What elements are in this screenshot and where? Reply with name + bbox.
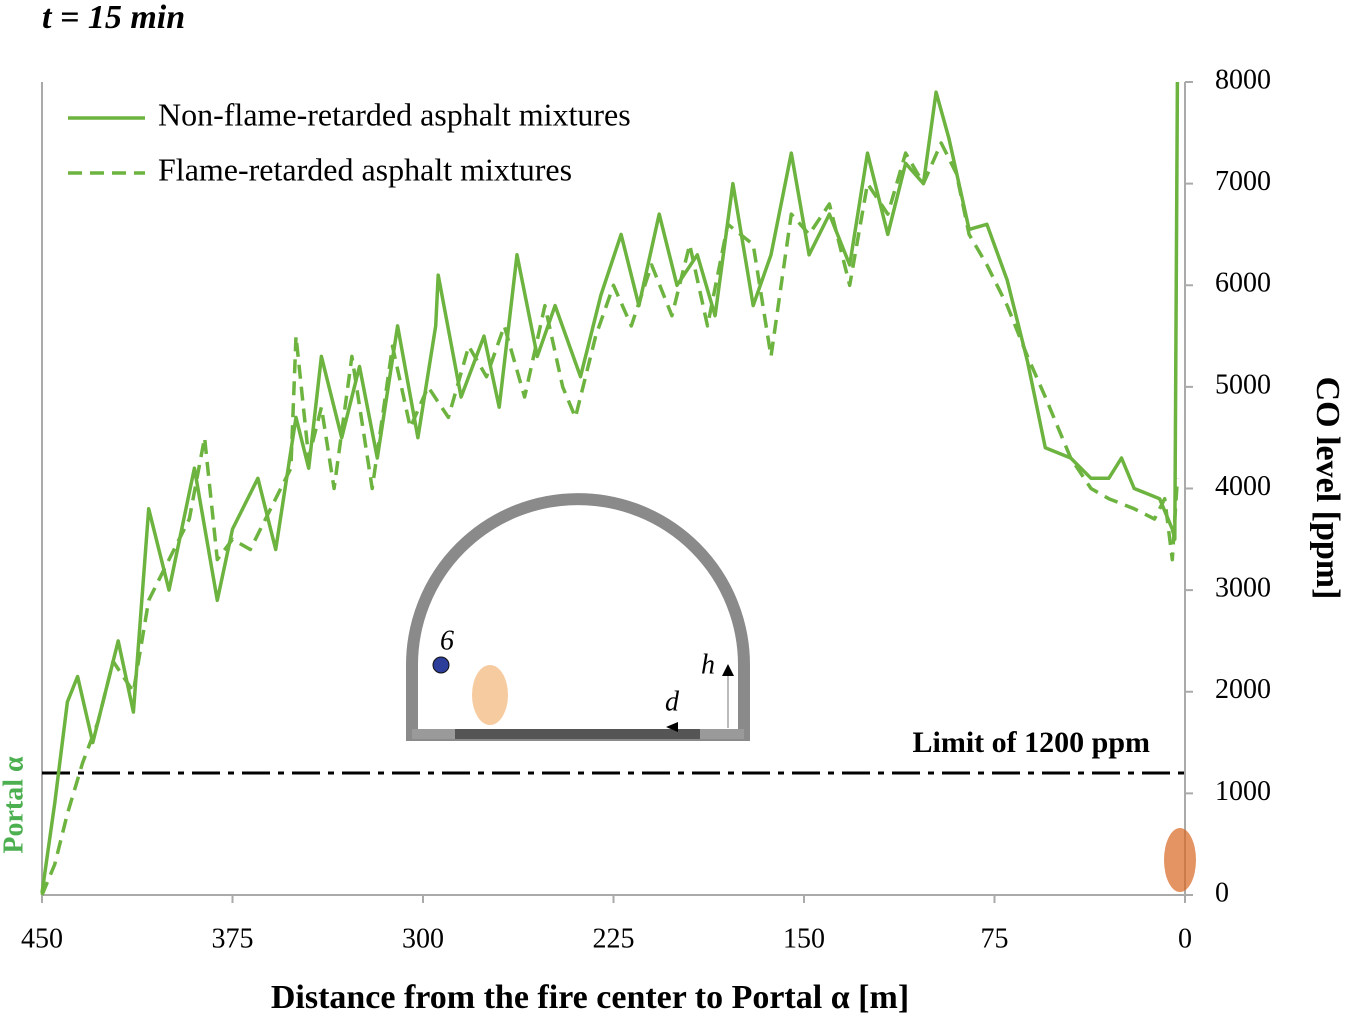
inset-label: h (701, 649, 715, 680)
y-tick-label: 1000 (1215, 776, 1271, 807)
y-tick-label: 8000 (1215, 64, 1271, 95)
tunnel-inset: 6 h d (406, 493, 750, 741)
x-tick-label: 375 (212, 923, 254, 954)
y-axis-label: CO level [ppm] (1309, 377, 1346, 600)
y-tick-label: 6000 (1215, 268, 1271, 299)
y-tick-label: 7000 (1215, 166, 1271, 197)
legend-label: Non-flame-retarded asphalt mixtures (158, 96, 631, 132)
h-arrowhead (722, 664, 734, 676)
x-axis-label: Distance from the fire center to Portal … (271, 979, 909, 1016)
series-line (40, 81, 1180, 894)
x-tick-label: 75 (981, 923, 1009, 954)
series-line (40, 141, 1180, 896)
tunnel-outline (406, 493, 750, 741)
sensor (432, 656, 450, 674)
limit-label: Limit of 1200 ppm (912, 726, 1150, 759)
inset-label: 6 (440, 625, 454, 656)
y-tick-label: 2000 (1215, 674, 1271, 705)
x-tick-label: 300 (402, 923, 444, 954)
x-tick-label: 150 (783, 923, 825, 954)
x-tick-label: 225 (593, 923, 635, 954)
x-tick-label: 450 (21, 923, 63, 954)
y-tick-label: 0 (1215, 877, 1229, 908)
fire (1164, 828, 1196, 892)
fire (472, 665, 508, 725)
inset-label: d (665, 686, 680, 717)
portal-label: Portal α (0, 756, 29, 854)
y-tick-label: 5000 (1215, 369, 1271, 400)
legend-label: Flame-retarded asphalt mixtures (158, 151, 572, 187)
road (455, 729, 700, 739)
chart-title: t = 15 min (42, 0, 185, 36)
y-tick-label: 3000 (1215, 573, 1271, 604)
x-tick-label: 0 (1178, 923, 1192, 954)
d-arrowhead (666, 722, 678, 732)
y-tick-label: 4000 (1215, 471, 1271, 502)
